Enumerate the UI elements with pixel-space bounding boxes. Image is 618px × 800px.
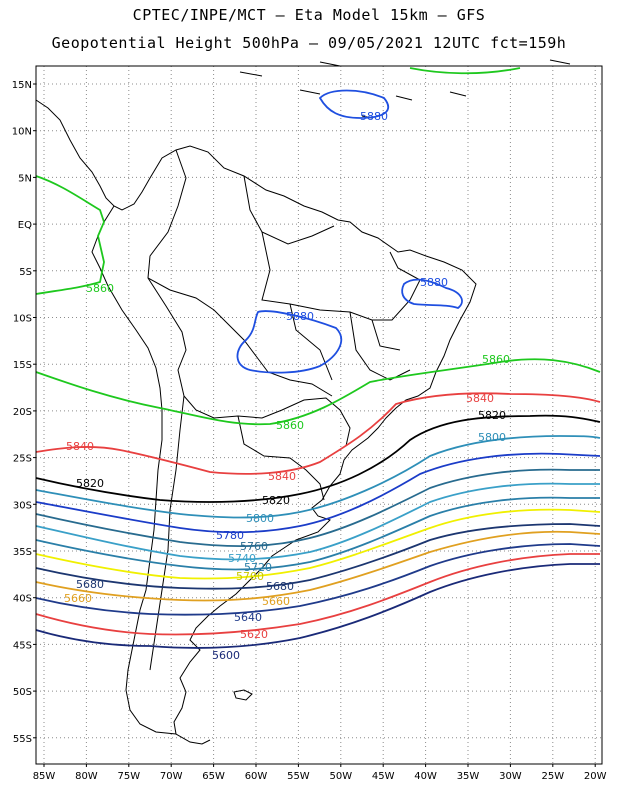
contour-label-5820: 5820 bbox=[478, 409, 506, 422]
lat-tick-label: 50S bbox=[13, 687, 32, 698]
contour-label-5800: 5800 bbox=[246, 512, 274, 525]
contour-label-5760: 5760 bbox=[240, 540, 268, 553]
contour-label-5660: 5660 bbox=[262, 595, 290, 608]
lon-tick-label: 80W bbox=[75, 771, 98, 782]
contour-label-5880: 5880 bbox=[360, 110, 388, 123]
contour-5880-caribbean bbox=[318, 89, 390, 119]
lat-tick-label: 10S bbox=[13, 314, 32, 325]
lat-tick-label: 15N bbox=[12, 80, 32, 91]
contour-5700 bbox=[35, 508, 601, 580]
border-e bbox=[237, 415, 325, 501]
falklands bbox=[233, 689, 253, 701]
contours bbox=[35, 67, 601, 649]
contour-5840 bbox=[35, 392, 601, 475]
contour-label-5660: 5660 bbox=[64, 592, 92, 605]
contour-5680 bbox=[35, 523, 601, 590]
lat-tick-label: 20S bbox=[13, 407, 32, 418]
border-a bbox=[147, 149, 333, 397]
contour-label-5640: 5640 bbox=[234, 611, 262, 624]
contour-5860-south bbox=[35, 358, 601, 426]
lat-tick-label: 40S bbox=[13, 594, 32, 605]
lon-tick-label: 70W bbox=[160, 771, 183, 782]
contour-label-5880: 5880 bbox=[420, 276, 448, 289]
contour-label-5820: 5820 bbox=[262, 494, 290, 507]
brazil-states bbox=[261, 231, 421, 381]
contour-label-5780: 5780 bbox=[216, 529, 244, 542]
contour-5640 bbox=[35, 543, 601, 616]
contour-5760 bbox=[35, 468, 600, 547]
contour-label-5840: 5840 bbox=[66, 440, 94, 453]
contour-label-5720: 5720 bbox=[244, 561, 272, 574]
lon-tick-label: 35W bbox=[457, 771, 480, 782]
contour-label-5860: 5860 bbox=[86, 282, 114, 295]
lat-tick-label: 55S bbox=[13, 734, 32, 745]
contour-label-5600: 5600 bbox=[212, 649, 240, 662]
lat-tick-label: 5N bbox=[18, 173, 32, 184]
lat-tick-label: 10N bbox=[12, 127, 32, 138]
border-c bbox=[147, 277, 351, 447]
lat-tick-label: 15S bbox=[13, 360, 32, 371]
contour-label-5680: 5680 bbox=[76, 578, 104, 591]
lon-tick-label: 50W bbox=[329, 771, 352, 782]
latitude-axis: 15N 10N 5N EQ 5S 10S 15S 20S 25S 30S 35S 40S 45S 50S 5… bbox=[12, 80, 36, 745]
lon-tick-label: 45W bbox=[372, 771, 395, 782]
map-frame bbox=[35, 65, 603, 765]
lon-tick-label: 85W bbox=[33, 771, 56, 782]
contour-label-5800: 5800 bbox=[478, 431, 506, 444]
caribbean-islands bbox=[239, 59, 571, 119]
chart-title-line2: Geopotential Height 500hPa – 09/05/2021 … bbox=[51, 34, 567, 52]
contour-label-5880: 5880 bbox=[286, 310, 314, 323]
contour-5720 bbox=[35, 496, 600, 571]
west-coast bbox=[91, 205, 177, 735]
contour-label-5860: 5860 bbox=[276, 419, 304, 432]
lon-tick-label: 65W bbox=[202, 771, 225, 782]
contour-5780 bbox=[35, 452, 601, 534]
contour-5600 bbox=[35, 563, 600, 649]
border-d bbox=[149, 395, 185, 671]
contour-5880-northeast bbox=[401, 278, 463, 310]
contour-labels: 5880 5880 5880 5860 5860 5860 5840 5840 … bbox=[64, 110, 510, 662]
lon-tick-label: 55W bbox=[287, 771, 310, 782]
lat-tick-label: 30S bbox=[13, 500, 32, 511]
contour-label-5860: 5860 bbox=[482, 353, 510, 366]
contour-label-5820: 5820 bbox=[76, 477, 104, 490]
contour-5860-north bbox=[409, 67, 521, 75]
contour-label-5620: 5620 bbox=[240, 628, 268, 641]
lat-tick-label: 35S bbox=[13, 547, 32, 558]
border-b bbox=[243, 175, 335, 245]
contour-5660 bbox=[35, 530, 601, 602]
contour-label-5680: 5680 bbox=[266, 580, 294, 593]
lat-tick-label: EQ bbox=[18, 220, 32, 231]
lon-tick-label: 60W bbox=[245, 771, 268, 782]
contour-5820 bbox=[35, 414, 601, 503]
contour-label-5700: 5700 bbox=[236, 570, 264, 583]
contour-label-5840: 5840 bbox=[268, 470, 296, 483]
lat-tick-label: 45S bbox=[13, 640, 32, 651]
contour-5800 bbox=[35, 435, 601, 519]
contour-5740 bbox=[35, 482, 600, 561]
grid-lines bbox=[36, 66, 602, 764]
lon-tick-label: 75W bbox=[117, 771, 140, 782]
contour-label-5740: 5740 bbox=[228, 552, 256, 565]
contour-5860-west bbox=[35, 175, 105, 295]
contour-5880-central bbox=[236, 310, 342, 374]
chart-title-line1: CPTEC/INPE/MCT – Eta Model 15km – GFS bbox=[132, 6, 486, 24]
lat-tick-label: 25S bbox=[13, 454, 32, 465]
lon-tick-label: 25W bbox=[541, 771, 564, 782]
longitude-axis: 85W 80W 75W 70W 65W 60W 55W 50W 45W 40W 35W 30W 25W 2… bbox=[33, 764, 607, 782]
contour-5620 bbox=[35, 553, 600, 636]
lat-tick-label: 5S bbox=[19, 267, 32, 278]
lon-tick-label: 40W bbox=[414, 771, 437, 782]
contour-label-5840: 5840 bbox=[466, 392, 494, 405]
lon-tick-label: 20W bbox=[584, 771, 607, 782]
lon-tick-label: 30W bbox=[499, 771, 522, 782]
